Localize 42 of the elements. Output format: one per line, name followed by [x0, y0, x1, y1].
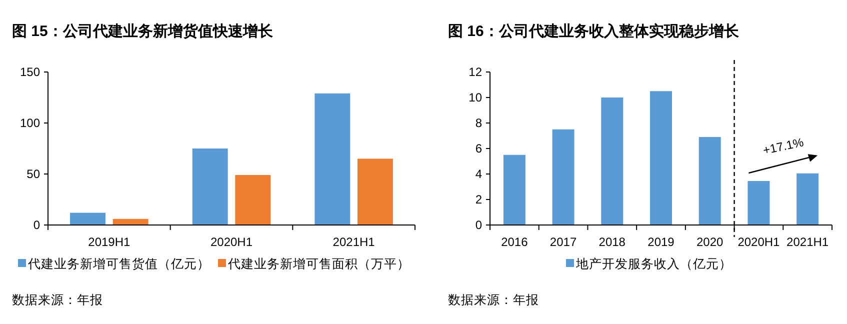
y-tick-label: 50 [26, 167, 40, 181]
y-tick-label: 100 [20, 116, 40, 130]
bar [70, 212, 106, 225]
legend-label: 代建业务新增可售货值（亿元） [27, 257, 210, 271]
y-tick-label: 12 [468, 65, 482, 79]
x-tick-label: 2020 [696, 235, 724, 249]
bar [796, 173, 819, 225]
x-tick-label: 2021H1 [786, 235, 829, 249]
bar [650, 91, 672, 225]
legend-label: 代建业务新增可售面积（万平） [227, 257, 410, 271]
bar [314, 93, 350, 225]
y-tick-label: 0 [33, 218, 40, 232]
x-tick-label: 2020H1 [210, 235, 253, 249]
source-note: 数据来源：年报 [12, 293, 103, 307]
y-tick-label: 4 [475, 167, 482, 181]
bar [112, 218, 148, 225]
y-tick-label: 150 [20, 65, 40, 79]
bar [552, 129, 574, 225]
annotation: +17.1% [762, 135, 806, 158]
source-note: 数据来源：年报 [448, 293, 539, 307]
y-tick-label: 6 [475, 142, 482, 156]
bar [748, 181, 770, 225]
x-tick-label: 2018 [598, 235, 626, 249]
y-tick-label: 8 [475, 116, 482, 130]
y-tick-label: 0 [475, 218, 482, 232]
x-tick-label: 2019 [648, 235, 675, 249]
x-tick-label: 2021H1 [332, 235, 376, 249]
chart-title: 图 16：公司代建业务收入整体实现稳步增长 [448, 22, 740, 40]
y-tick-label: 2 [475, 192, 482, 206]
bar [698, 137, 721, 225]
bar [601, 98, 624, 225]
x-tick-label: 2017 [550, 235, 577, 249]
bar [358, 158, 393, 225]
x-tick-label: 2016 [501, 235, 528, 249]
legend-label: 地产开发服务收入（亿元） [575, 257, 732, 271]
bar [235, 175, 271, 225]
y-tick-label: 10 [468, 90, 482, 104]
bar [503, 154, 526, 225]
bar [192, 148, 228, 225]
x-tick-label: 2019H1 [88, 235, 131, 249]
chart-title: 图 15：公司代建业务新增货值快速增长 [12, 22, 274, 40]
x-tick-label: 2020H1 [738, 235, 780, 249]
